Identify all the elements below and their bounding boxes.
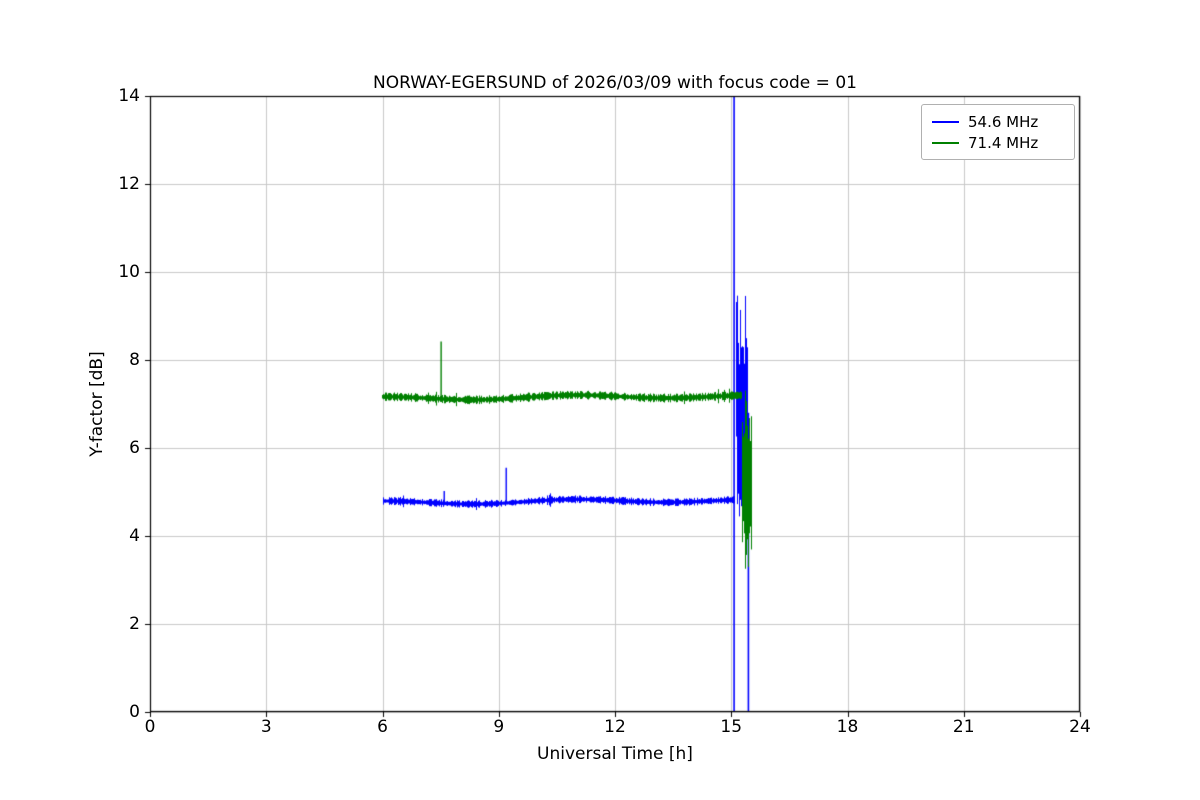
legend-item: 71.4 MHz [932,132,1064,153]
y-tick-label: 6 [129,438,140,458]
x-tick-label: 0 [144,717,156,737]
legend-label: 71.4 MHz [968,133,1039,152]
y-tick-label: 12 [118,174,140,194]
y-tick-label: 2 [129,614,140,634]
legend-label: 54.6 MHz [968,112,1039,131]
legend-item: 54.6 MHz [932,111,1064,132]
x-tick-label: 21 [952,717,975,737]
y-tick-label: 14 [118,86,140,106]
legend-line-swatch-green [932,141,959,144]
x-tick-label: 24 [1069,717,1091,737]
y-tick-label: 10 [118,262,140,282]
x-tick-label: 18 [836,717,859,737]
legend: 54.6 MHz 71.4 MHz [921,104,1075,160]
x-tick-label: 9 [493,717,505,737]
x-tick-label: 3 [260,717,272,737]
x-tick-label: 6 [377,717,388,737]
y-tick-label: 8 [129,350,140,370]
legend-line-swatch-blue [932,120,959,123]
chart-title: NORWAY-EGERSUND of 2026/03/09 with focus… [373,73,857,93]
y-axis-label: Y-factor [dB] [87,351,107,457]
y-tick-label: 4 [129,526,140,546]
x-tick-label: 12 [604,717,626,737]
y-tick-label: 0 [129,702,140,722]
x-tick-label: 15 [720,717,743,737]
x-axis-label: Universal Time [h] [537,744,693,764]
